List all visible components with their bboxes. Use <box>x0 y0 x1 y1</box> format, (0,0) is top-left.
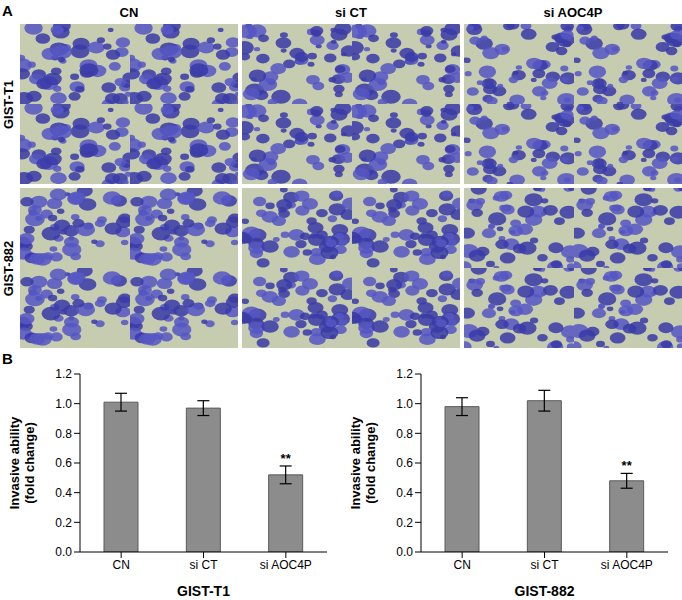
svg-text:**: ** <box>622 458 633 473</box>
svg-text:0.4: 0.4 <box>55 486 72 500</box>
svg-text:si CT: si CT <box>531 558 560 572</box>
svg-text:0.8: 0.8 <box>396 427 413 441</box>
svg-text:1.0: 1.0 <box>396 397 413 411</box>
svg-text:0.6: 0.6 <box>55 456 72 470</box>
svg-text:0.6: 0.6 <box>396 456 413 470</box>
svg-text:si CT: si CT <box>190 558 219 572</box>
svg-text:1.0: 1.0 <box>55 397 72 411</box>
svg-text:0.0: 0.0 <box>396 545 413 559</box>
svg-text:0.2: 0.2 <box>55 516 72 530</box>
html-text:si CT: si CT <box>335 5 367 20</box>
svg-text:GIST-T1: GIST-T1 <box>177 583 230 599</box>
html-text:A: A <box>2 2 13 19</box>
svg-text:si AOC4P: si AOC4P <box>601 558 653 572</box>
svg-text:0.8: 0.8 <box>55 427 72 441</box>
html-text:B: B <box>2 350 13 367</box>
html-text:Invasive ability: Invasive ability <box>7 416 22 510</box>
svg-text:CN: CN <box>453 558 470 572</box>
html-text:CN: CN <box>119 5 139 20</box>
html-text:si AOC4P: si AOC4P <box>543 5 603 20</box>
svg-text:**: ** <box>281 451 292 466</box>
svg-text:CN: CN <box>112 558 129 572</box>
svg-text:si AOC4P: si AOC4P <box>260 558 312 572</box>
svg-text:0.0: 0.0 <box>55 545 72 559</box>
svg-text:GIST-882: GIST-882 <box>515 583 575 599</box>
html-text:Invasive ability: Invasive ability <box>348 416 363 510</box>
svg-text:0.4: 0.4 <box>396 486 413 500</box>
svg-text:1.2: 1.2 <box>55 367 72 381</box>
html-text:(fold change): (fold change) <box>22 422 37 504</box>
html-text:GIST-882: GIST-882 <box>1 240 17 296</box>
html-text:GIST-T1: GIST-T1 <box>1 79 17 129</box>
svg-text:1.2: 1.2 <box>396 367 413 381</box>
svg-text:0.2: 0.2 <box>396 516 413 530</box>
html-text:(fold change): (fold change) <box>363 422 378 504</box>
